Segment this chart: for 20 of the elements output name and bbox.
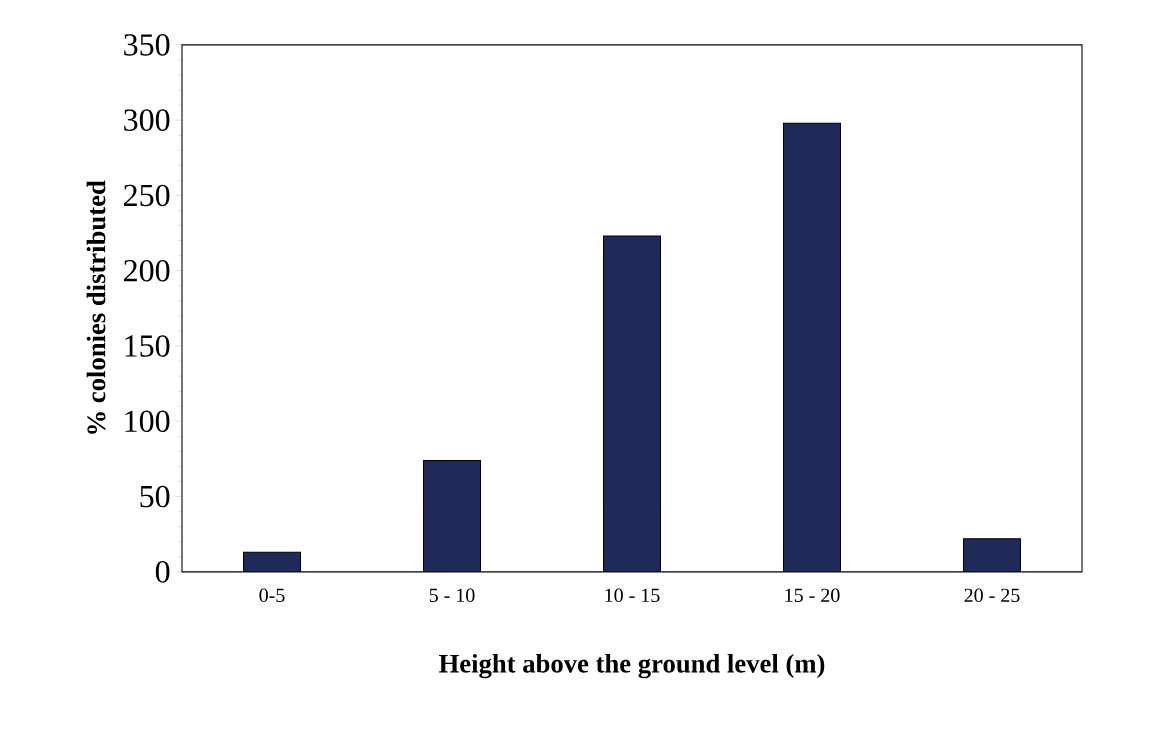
y-tick-label: 0 — [155, 561, 170, 583]
y-tick-label: 250 — [124, 184, 170, 207]
x-tick-label: 15 - 20 — [785, 588, 840, 603]
x-tick-label: 0-5 — [259, 588, 285, 603]
y-tick-label: 200 — [124, 259, 170, 282]
x-tick-label: 10 - 15 — [605, 588, 660, 603]
y-tick-label: 50 — [140, 485, 170, 508]
y-tick-label: 300 — [124, 109, 170, 131]
y-tick-label: 100 — [125, 410, 170, 433]
x-axis-title: Height above the ground level (m) — [439, 653, 825, 679]
bar — [962, 538, 1022, 572]
x-tick-label: 5 - 10 — [429, 588, 475, 603]
bar — [782, 122, 842, 572]
y-tick-label: 150 — [125, 335, 170, 357]
bar — [602, 235, 662, 572]
x-tick-label: 20 - 25 — [964, 588, 1020, 603]
bar — [422, 459, 482, 572]
y-axis-title: % colonies distributed — [86, 180, 106, 434]
bar — [242, 551, 302, 572]
y-tick-label: 350 — [124, 34, 170, 56]
